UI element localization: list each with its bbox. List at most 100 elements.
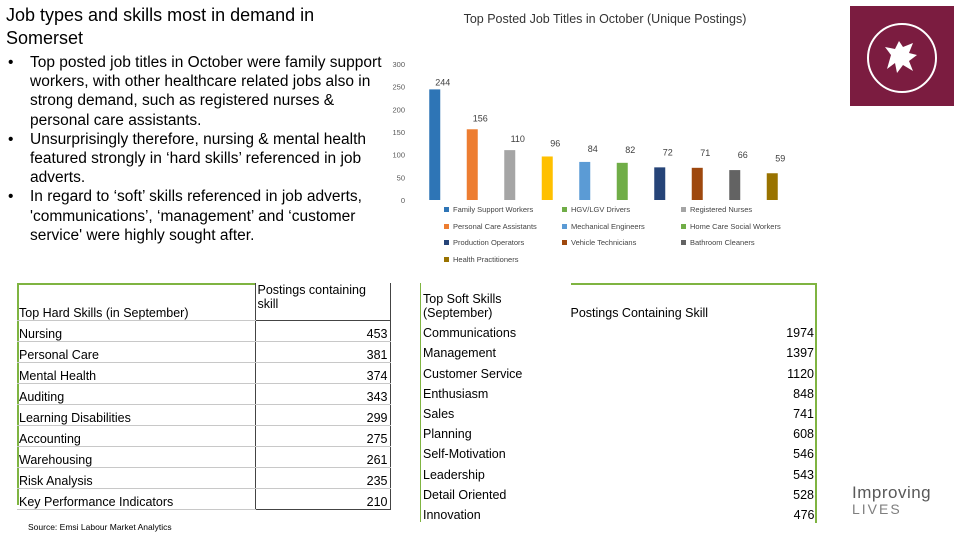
- bar: [691, 167, 703, 200]
- bar-value-label: 110: [511, 134, 525, 144]
- y-tick-label: 250: [392, 83, 405, 92]
- y-tick-label: 0: [401, 196, 405, 205]
- table-row: Accounting 275: [17, 425, 391, 447]
- legend-swatch: [562, 240, 567, 245]
- legend-item: Home Care Social Workers: [681, 222, 781, 231]
- bar-value-label: 59: [775, 153, 785, 163]
- skill-name: Management: [420, 340, 571, 361]
- chart-title: Top Posted Job Titles in October (Unique…: [463, 12, 747, 26]
- table-row: Enthusiasm 848: [420, 380, 817, 401]
- table-header-row: Top Hard Skills (in September) Postings …: [17, 283, 391, 321]
- legend-swatch: [681, 207, 686, 212]
- legend-item: Personal Care Assistants: [444, 222, 537, 231]
- table-row: Leadership 543: [420, 461, 817, 482]
- posting-count: 343: [254, 383, 391, 405]
- soft-table-border: [420, 283, 816, 285]
- soft-count-header: Postings Containing Skill: [570, 306, 709, 320]
- table-row: Learning Disabilities 299: [17, 404, 391, 426]
- legend-swatch: [444, 240, 449, 245]
- legend-label: Vehicle Technicians: [571, 238, 637, 247]
- posting-count: 453: [254, 320, 391, 342]
- posting-count: 1120: [787, 366, 814, 381]
- y-tick-label: 100: [392, 151, 405, 160]
- source-note: Source: Emsi Labour Market Analytics: [28, 522, 172, 532]
- page-title: Job types and skills most in demand in S…: [6, 5, 315, 48]
- skill-name: Nursing: [17, 320, 255, 342]
- y-tick-label: 200: [392, 105, 405, 114]
- bar-value-label: 96: [550, 138, 560, 148]
- bar-value-label: 71: [700, 148, 710, 158]
- skill-name: Innovation: [420, 501, 571, 522]
- skill-name: Leadership: [420, 461, 571, 482]
- skill-name: Key Performance Indicators: [17, 488, 255, 510]
- table-row: Key Performance Indicators 210: [17, 488, 391, 510]
- legend-swatch: [444, 256, 449, 262]
- council-logo-block: [850, 6, 954, 106]
- posting-count: 528: [793, 487, 814, 502]
- table-row: Detail Oriented 528: [420, 481, 817, 502]
- bullet-item: Unsurprisingly therefore, nursing & ment…: [8, 130, 388, 188]
- bar: [579, 161, 591, 200]
- y-tick-label: 300: [392, 60, 405, 69]
- posting-count: 275: [254, 425, 391, 447]
- legend-label: Bathroom Cleaners: [690, 238, 755, 247]
- legend-item: Production Operators: [444, 238, 524, 247]
- posting-count: 381: [254, 341, 391, 363]
- legend-item: Health Practitioners: [444, 255, 518, 264]
- legend-swatch: [562, 223, 567, 229]
- posting-count: 299: [254, 404, 391, 426]
- legend-item: HGV/LGV Drivers: [562, 205, 630, 214]
- logo-word-1: Improving: [852, 483, 932, 502]
- skill-name: Accounting: [17, 425, 255, 447]
- table-row: Risk Analysis 235: [17, 467, 391, 489]
- legend-label: Family Support Workers: [453, 205, 534, 214]
- skill-name: Risk Analysis: [17, 467, 255, 489]
- soft-skills-header: Top Soft Skills (September): [420, 283, 571, 320]
- bar: [541, 156, 553, 200]
- bar-value-label: 72: [663, 147, 673, 157]
- legend-swatch: [681, 240, 686, 245]
- skill-name: Detail Oriented: [420, 481, 571, 502]
- posting-count: 543: [793, 467, 814, 482]
- legend-label: Production Operators: [453, 238, 525, 247]
- improving-lives-logo: Improving LIVES: [852, 484, 952, 516]
- legend-swatch: [444, 223, 449, 229]
- legend-item: Registered Nurses: [681, 205, 752, 214]
- legend-label: HGV/LGV Drivers: [571, 205, 631, 214]
- posting-count: 261: [254, 446, 391, 468]
- legend-label: Health Practitioners: [453, 254, 519, 264]
- skill-name: Auditing: [17, 383, 255, 405]
- skill-name: Planning: [420, 420, 571, 442]
- posting-count: 374: [254, 362, 391, 384]
- skill-name: Enthusiasm: [420, 380, 571, 401]
- bar-value-label: 82: [625, 145, 635, 155]
- legend-label: Personal Care Assistants: [453, 221, 537, 231]
- bar: [654, 167, 666, 200]
- bar-value-label: 66: [738, 150, 748, 160]
- bar: [504, 150, 516, 200]
- table-row: Personal Care 381: [17, 341, 391, 363]
- legend-item: Mechanical Engineers: [562, 222, 645, 231]
- posting-count: 1974: [786, 326, 814, 341]
- legend-swatch: [562, 207, 567, 212]
- legend-label: Mechanical Engineers: [571, 221, 645, 231]
- posting-count: 476: [793, 507, 815, 522]
- table-row: Mental Health 374: [17, 362, 391, 384]
- skill-name: Customer Service: [420, 360, 571, 381]
- table-row: Auditing 343: [17, 383, 391, 405]
- bar: [429, 89, 441, 200]
- skill-name: Communications: [420, 320, 571, 341]
- bar-value-label: 156: [473, 113, 488, 123]
- skill-name: Sales: [420, 400, 571, 421]
- posting-count: 741: [793, 406, 814, 421]
- legend-label: Home Care Social Workers: [690, 221, 781, 231]
- bar-value-label: 244: [435, 77, 450, 87]
- table-header-row: Top Soft Skills (September) Postings Con…: [420, 283, 817, 320]
- table-row: Communications 1974: [420, 320, 817, 341]
- hard-skills-header: Top Hard Skills (in September): [17, 283, 255, 321]
- legend-label: Registered Nurses: [690, 205, 753, 214]
- skill-name: Personal Care: [17, 341, 255, 363]
- y-tick-label: 150: [392, 128, 405, 137]
- legend-item: Vehicle Technicians: [562, 238, 636, 247]
- bar: [466, 129, 478, 200]
